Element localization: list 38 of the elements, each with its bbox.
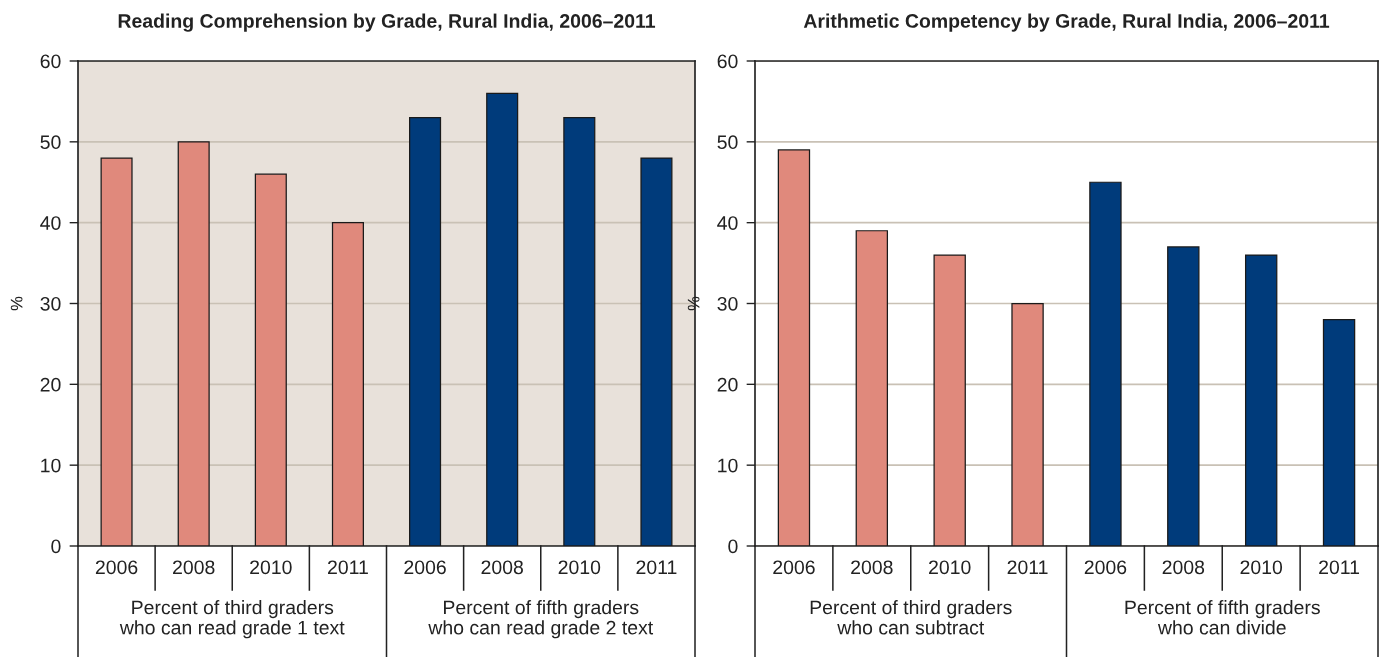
y-axis-title: % <box>10 296 23 311</box>
x-tick-label: 2006 <box>773 560 815 575</box>
x-tick-label: 2006 <box>95 560 138 575</box>
y-tick-label: 0 <box>728 539 738 554</box>
y-tick-label: 20 <box>717 377 738 392</box>
x-tick-label: 2008 <box>1162 560 1205 575</box>
x-tick-label: 2010 <box>558 560 601 575</box>
y-tick-label: 30 <box>40 296 61 311</box>
y-tick-label: 10 <box>41 458 61 473</box>
y-tick-label: 50 <box>40 135 61 150</box>
y-tick-label: 40 <box>40 216 61 230</box>
x-tick-label: 2011 <box>636 560 677 575</box>
y-axis-title: % <box>687 296 700 311</box>
y-tick-label: 50 <box>717 135 738 150</box>
x-tick-label: 2006 <box>404 560 446 575</box>
y-tick-label: 30 <box>717 296 738 311</box>
x-tick-label: 2008 <box>173 560 215 575</box>
chart-title: Reading Comprehension by Grade, Rural India, 2006–2011 <box>118 13 656 32</box>
text: Percent of fifth graders who can read grade 2 text <box>428 600 654 639</box>
y-tick-label: 60 <box>717 54 738 69</box>
y-tick-label: 10 <box>718 458 738 473</box>
x-tick-label: 2008 <box>481 560 523 575</box>
x-tick-label: 2010 <box>929 560 971 575</box>
x-tick-label: 2008 <box>851 560 893 575</box>
y-tick-label: 0 <box>51 539 61 554</box>
x-tick-label: 2011 <box>1319 560 1360 575</box>
chart-title: Arithmetic Competency by Grade, Rural India, 2006–2011 <box>803 13 1330 32</box>
y-tick-label: 60 <box>40 54 61 69</box>
x-tick-label: 2011 <box>328 560 368 575</box>
text: Percent of third graders who can read grade 1 text <box>119 600 345 639</box>
text: Percent of fifth graders who can divide <box>1125 600 1320 635</box>
x-tick-label: 2006 <box>1084 560 1127 575</box>
y-tick-label: 40 <box>717 216 738 230</box>
x-tick-label: 2011 <box>1007 560 1048 575</box>
x-tick-label: 2010 <box>250 560 292 575</box>
x-tick-label: 2010 <box>1240 560 1283 575</box>
text: Percent of third graders who can subtract <box>810 600 1012 635</box>
y-tick-label: 20 <box>40 377 61 392</box>
